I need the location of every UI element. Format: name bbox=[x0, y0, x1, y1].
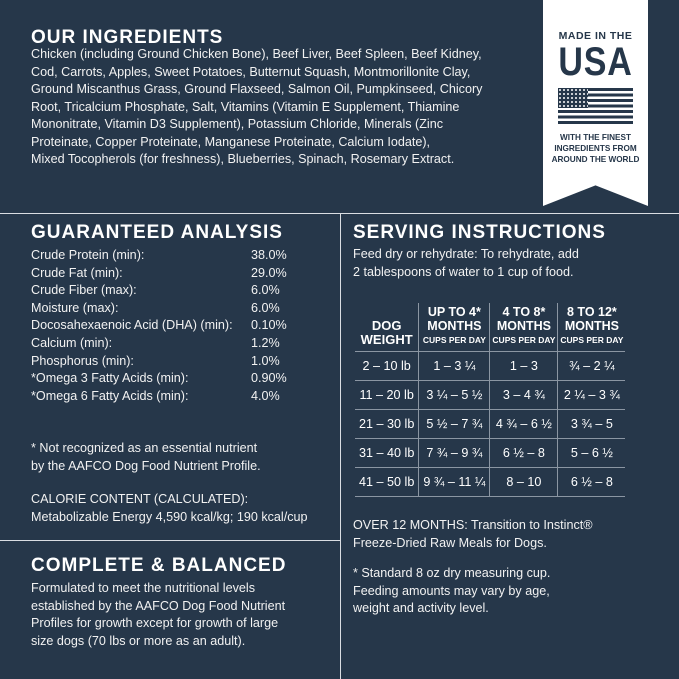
table-cell: 3 ¼ – 5 ½ bbox=[418, 380, 490, 410]
calorie-title: CALORIE CONTENT (CALCULATED): bbox=[31, 492, 249, 506]
column-subtitle: CUPS PER DAY bbox=[492, 335, 556, 345]
analysis-value: 0.90% bbox=[251, 371, 287, 386]
analysis-note: * Not recognized as an essential nutrien… bbox=[31, 441, 261, 473]
serving-intro: Feed dry or rehydrate: To rehydrate, add… bbox=[353, 247, 579, 279]
divider bbox=[0, 540, 340, 541]
made-in-usa-badge: MADE IN THE USA WITH THE FINEST INGREDIE… bbox=[543, 0, 648, 206]
analysis-label: Calcium (min): bbox=[31, 335, 113, 350]
table-cell: 2 ¼ – 3 ¾ bbox=[557, 380, 626, 410]
ingredients-text: Chicken (including Ground Chicken Bone),… bbox=[31, 47, 483, 166]
analysis-label: Docosahexaenoic Acid (DHA) (min): bbox=[31, 318, 233, 333]
column-subtitle: CUPS PER DAY bbox=[422, 335, 486, 345]
badge-usa: USA bbox=[558, 40, 633, 84]
analysis-label: Crude Fiber (max): bbox=[31, 283, 137, 298]
serving-title: SERVING INSTRUCTIONS bbox=[353, 222, 606, 243]
column-title: UP TO 4* MONTHS bbox=[427, 305, 482, 333]
analysis-label: Crude Fat (min): bbox=[31, 265, 123, 280]
badge-top: MADE IN THE bbox=[558, 30, 633, 42]
column-header: 8 TO 12* MONTHS CUPS PER DAY bbox=[557, 303, 626, 352]
analysis-row: *Omega 6 Fatty Acids (min): 4.0% bbox=[31, 388, 311, 406]
table-cell: 6 ½ – 8 bbox=[489, 438, 558, 468]
analysis-label: *Omega 3 Fatty Acids (min): bbox=[31, 371, 189, 386]
calorie-value: Metabolizable Energy 4,590 kcal/kg; 190 … bbox=[31, 510, 308, 524]
table-cell: 11 – 20 lb bbox=[355, 380, 419, 410]
feeding-table: DOG WEIGHT UP TO 4* MONTHS CUPS PER DAY 4 T… bbox=[355, 303, 626, 497]
analysis-value: 1.0% bbox=[251, 353, 280, 368]
table-cell: 1 – 3 bbox=[489, 351, 558, 381]
analysis-value: 38.0% bbox=[251, 248, 287, 262]
column-header: DOG WEIGHT bbox=[355, 303, 419, 352]
analysis-row: Calcium (min): 1.2% bbox=[31, 335, 311, 353]
us-flag-icon bbox=[558, 88, 633, 126]
divider bbox=[340, 213, 341, 679]
analysis-row: Crude Fat (min): 29.0% bbox=[31, 265, 311, 283]
column-header: 4 TO 8* MONTHS CUPS PER DAY bbox=[489, 303, 558, 352]
analysis-value: 4.0% bbox=[251, 388, 280, 403]
table-cell: 9 ¾ – 11 ¼ bbox=[418, 467, 490, 497]
analysis-row: Docosahexaenoic Acid (DHA) (min): 0.10% bbox=[31, 317, 311, 335]
column-header: UP TO 4* MONTHS CUPS PER DAY bbox=[418, 303, 490, 352]
column-title: DOG WEIGHT bbox=[360, 318, 413, 347]
table-cell: 8 – 10 bbox=[489, 467, 558, 497]
over-12-months: OVER 12 MONTHS: Transition to Instinct® … bbox=[353, 518, 593, 550]
table-cell: 1 – 3 ¼ bbox=[418, 351, 490, 381]
table-cell: 5 ½ – 7 ¾ bbox=[418, 409, 490, 439]
analysis-title: GUARANTEED ANALYSIS bbox=[31, 222, 283, 243]
analysis-table: Crude Protein (min): 38.0% Crude Fat (min)… bbox=[31, 247, 311, 405]
table-cell: 7 ¾ – 9 ¾ bbox=[418, 438, 490, 468]
analysis-row: Moisture (max): 6.0% bbox=[31, 300, 311, 318]
divider bbox=[0, 213, 679, 214]
analysis-label: *Omega 6 Fatty Acids (min): bbox=[31, 388, 189, 403]
table-cell: 31 – 40 lb bbox=[355, 438, 419, 468]
column-subtitle: CUPS PER DAY bbox=[560, 335, 624, 345]
analysis-row: Crude Protein (min): 38.0% bbox=[31, 247, 311, 265]
analysis-value: 1.2% bbox=[251, 335, 280, 350]
table-cell: 4 ¾ – 6 ½ bbox=[489, 409, 558, 439]
badge-bottom: WITH THE FINEST INGREDIENTS FROM AROUND … bbox=[551, 133, 640, 164]
table-cell: 6 ½ – 8 bbox=[557, 467, 626, 497]
analysis-row: *Omega 3 Fatty Acids (min): 0.90% bbox=[31, 370, 311, 388]
analysis-label: Phosphorus (min): bbox=[31, 353, 134, 368]
analysis-value: 0.10% bbox=[251, 318, 287, 333]
complete-text: Formulated to meet the nutritional level… bbox=[31, 581, 286, 648]
column-title: 8 TO 12* MONTHS bbox=[564, 305, 619, 333]
table-cell: 21 – 30 lb bbox=[355, 409, 419, 439]
analysis-row: Crude Fiber (max): 6.0% bbox=[31, 282, 311, 300]
analysis-value: 6.0% bbox=[251, 300, 280, 315]
table-cell: 41 – 50 lb bbox=[355, 467, 419, 497]
analysis-value: 29.0% bbox=[251, 265, 287, 280]
table-cell: 5 – 6 ½ bbox=[557, 438, 626, 468]
ingredients-title: OUR INGREDIENTS bbox=[31, 27, 224, 48]
column-title: 4 TO 8* MONTHS bbox=[496, 305, 551, 333]
analysis-label: Crude Protein (min): bbox=[31, 248, 145, 262]
table-cell: 2 – 10 lb bbox=[355, 351, 419, 381]
analysis-value: 6.0% bbox=[251, 283, 280, 298]
complete-title: COMPLETE & BALANCED bbox=[31, 555, 287, 576]
analysis-label: Moisture (max): bbox=[31, 300, 119, 315]
table-cell: ¾ – 2 ¼ bbox=[557, 351, 626, 381]
table-cell: 3 – 4 ¾ bbox=[489, 380, 558, 410]
table-cell: 3 ¾ – 5 bbox=[557, 409, 626, 439]
serving-footnote: * Standard 8 oz dry measuring cup. Feedi… bbox=[353, 566, 551, 615]
analysis-row: Phosphorus (min): 1.0% bbox=[31, 353, 311, 371]
